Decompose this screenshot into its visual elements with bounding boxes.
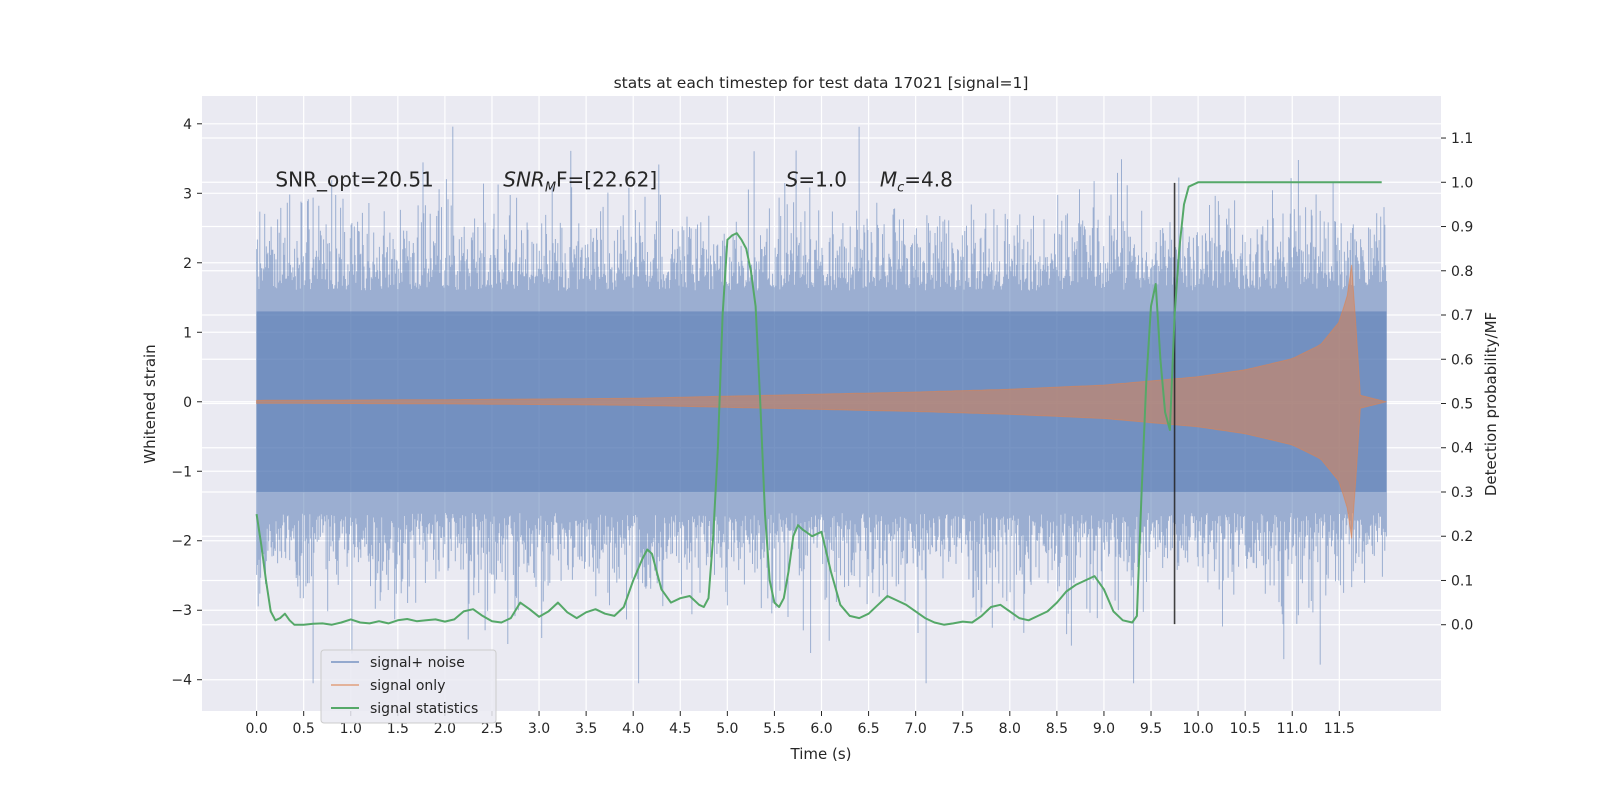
- y-right-tick-label: 0.2: [1451, 529, 1473, 545]
- y-right-tick-label: 0.0: [1451, 618, 1473, 634]
- annotation-1-rest: F=[22.62]: [556, 167, 657, 191]
- legend: signal+ noise signal only signal statist…: [320, 649, 497, 724]
- x-tick-label: 1.0: [340, 721, 362, 737]
- x-tick-label: 6.0: [810, 721, 832, 737]
- signal-series: [256, 264, 1387, 539]
- x-axis-label: Time (s): [790, 745, 852, 763]
- x-tick-label: 3.5: [575, 721, 597, 737]
- x-tick-label: 0.0: [245, 721, 267, 737]
- y-left-tick-label: 2: [183, 256, 192, 272]
- x-tick-label: 6.5: [857, 721, 879, 737]
- y-left-tick-label: 3: [183, 186, 192, 202]
- x-tick-label: 4.0: [622, 721, 644, 737]
- x-tick-label: 9.0: [1093, 721, 1115, 737]
- x-tick-label: 10.5: [1230, 721, 1261, 737]
- y-right-tick-label: 0.9: [1451, 220, 1473, 236]
- x-tick-label: 0.5: [293, 721, 315, 737]
- legend-entry-statistic: signal statistics: [331, 701, 478, 717]
- legend-entry-signal: signal only: [331, 678, 445, 694]
- y-right-tick-label: 0.3: [1451, 485, 1473, 501]
- x-tick-label: 1.5: [387, 721, 409, 737]
- chart-title: stats at each timestep for test data 170…: [614, 74, 1029, 92]
- annotation-0: SNR_opt=20.51: [275, 167, 433, 191]
- annotation-2-base: S: [786, 167, 799, 191]
- y-right-tick-label: 0.8: [1451, 264, 1473, 280]
- legend-entry-noise: signal+ noise: [331, 655, 465, 671]
- x-tick-label: 5.5: [763, 721, 785, 737]
- annotation-2: S=1.0: [786, 167, 847, 191]
- y-axis-left-label: Whitened strain: [141, 344, 159, 463]
- statistic-line: [255, 181, 1382, 626]
- y-right-tick-label: 0.6: [1451, 352, 1473, 368]
- annotation-1: SNRMF=[22.62]: [503, 167, 657, 195]
- annotation-3-base: M: [880, 167, 897, 191]
- annotation-1-subscript: M: [545, 180, 556, 195]
- y-left-tick-label: −3: [171, 603, 192, 619]
- x-tick-label: 7.5: [952, 721, 974, 737]
- annotation-3-rest: =4.8: [904, 167, 953, 191]
- y-right-tick-label: 0.4: [1451, 441, 1473, 457]
- x-tick-label: 4.5: [669, 721, 691, 737]
- x-tick-label: 2.0: [434, 721, 456, 737]
- y-left-tick-label: −4: [171, 673, 192, 689]
- x-tick-label: 10.0: [1183, 721, 1214, 737]
- annotation-layer: SNR_opt=20.51 SNRMF=[22.62] S=1.0 Mc=4.8: [275, 167, 952, 195]
- signal-envelope: [256, 264, 1387, 539]
- x-tick-label: 7.0: [905, 721, 927, 737]
- x-tick-label: 8.0: [999, 721, 1021, 737]
- legend-box: [320, 649, 497, 724]
- x-tick-label: 5.0: [716, 721, 738, 737]
- y-left-tick-label: −2: [171, 534, 192, 550]
- y-right-tick-label: 0.7: [1451, 308, 1473, 324]
- x-tick-label: 8.5: [1046, 721, 1068, 737]
- statistic-series: [255, 181, 1382, 626]
- annotation-3-subscript: c: [897, 180, 904, 195]
- y-left-tick-label: 0: [183, 395, 192, 411]
- x-tick-label: 11.5: [1324, 721, 1355, 737]
- y-axis-right-label: Detection probability/MF: [1482, 312, 1500, 496]
- legend-label-statistic: signal statistics: [370, 701, 478, 717]
- y-right-tick-label: 0.1: [1451, 573, 1473, 589]
- y-left-tick-label: 1: [183, 325, 192, 341]
- legend-label-signal: signal only: [370, 678, 445, 694]
- x-tick-label: 2.5: [481, 721, 503, 737]
- x-tick-label: 9.5: [1140, 721, 1162, 737]
- y-right-tick-label: 1.1: [1451, 131, 1473, 147]
- annotation-3: Mc=4.8: [880, 167, 953, 195]
- annotation-2-rest: =1.0: [798, 167, 847, 191]
- x-tick-label: 11.0: [1277, 721, 1308, 737]
- y-left-tick-label: 4: [183, 117, 192, 133]
- legend-label-noise: signal+ noise: [370, 655, 465, 671]
- tick-layer: 0.0 0.5 1.0 1.5 2.0 2.5 3.0 3.5 4.0 4.5 5.0 5.5 6.0 6…: [171, 117, 1473, 737]
- x-tick-label: 3.0: [528, 721, 550, 737]
- annotation-1-base: SNR: [503, 167, 545, 191]
- y-right-tick-label: 1.0: [1451, 175, 1473, 191]
- y-left-tick-label: −1: [171, 464, 192, 480]
- y-right-tick-label: 0.5: [1451, 397, 1473, 413]
